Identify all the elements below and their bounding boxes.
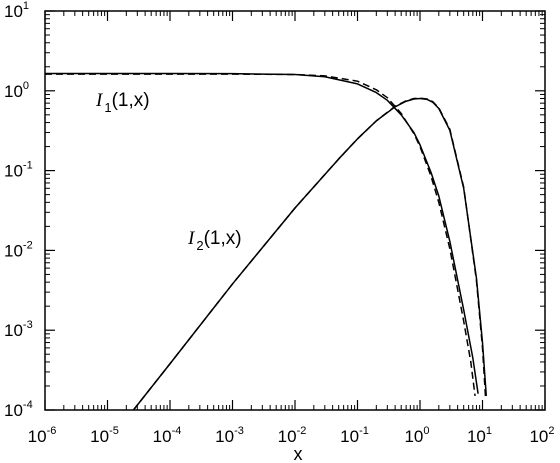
y-tick-label-exp: -1 [23, 160, 33, 172]
x-tick-label: 100 [404, 425, 429, 446]
curve-annotation-2: I 2(1,x) [187, 228, 242, 253]
x-tick-label: 10-4 [153, 425, 182, 446]
annotation-main: I [95, 90, 104, 111]
y-tick-label: 10-1 [4, 160, 33, 181]
curve-annotation-1: I 1(1,x) [95, 90, 150, 115]
y-tick-label-base: 10 [4, 162, 23, 181]
labels-group: 10-6 10-5 10-4 10-3 10-2 10-1 100 101 10210-410-… [4, 0, 555, 446]
y-tick-label-base: 10 [4, 401, 23, 420]
y-tick-label-base: 10 [4, 82, 23, 101]
y-tick-label-exp: 1 [23, 0, 29, 12]
series-line-4-dashed [132, 97, 487, 411]
x-tick-label-exp: 1 [486, 425, 492, 437]
series-line-2-dashed [45, 73, 476, 397]
annotation-main: I [187, 228, 196, 249]
y-tick-label-exp: -4 [23, 399, 33, 411]
x-tick-label: 10-2 [278, 425, 307, 446]
curves-group [45, 72, 488, 411]
annotations-group: I 1(1,x)I 2(1,x) [95, 90, 242, 253]
y-tick-label-exp: -2 [23, 239, 33, 251]
x-tick-label-exp: 0 [423, 425, 429, 437]
x-tick-label-base: 10 [467, 427, 486, 446]
y-tick-label: 100 [4, 80, 29, 101]
x-tick-label-exp: -4 [172, 425, 182, 437]
y-tick-label: 10-4 [4, 399, 33, 420]
y-tick-label-base: 10 [4, 2, 23, 21]
x-tick-label-base: 10 [28, 427, 47, 446]
annotation-args: (1,x) [204, 228, 242, 249]
plot-frame [44, 10, 546, 411]
x-tick-label-exp: 2 [548, 425, 554, 437]
x-tick-label: 102 [529, 425, 554, 446]
x-tick-label-base: 10 [340, 427, 359, 446]
x-tick-label-base: 10 [90, 427, 109, 446]
x-tick-label-exp: -3 [234, 425, 244, 437]
series-line-3-solid [132, 97, 488, 411]
series-line-1-solid [45, 72, 479, 394]
x-tick-label-base: 10 [215, 427, 234, 446]
x-tick-label-base: 10 [153, 427, 172, 446]
y-tick-label: 101 [4, 0, 29, 21]
x-tick-label-exp: -5 [109, 425, 119, 437]
x-tick-label: 10-6 [28, 425, 57, 446]
x-tick-label-base: 10 [529, 427, 548, 446]
x-tick-label-exp: -2 [297, 425, 307, 437]
annotation-args: (1,x) [112, 90, 150, 111]
x-tick-label-base: 10 [278, 427, 297, 446]
y-tick-label-base: 10 [4, 241, 23, 260]
ticks-group [44, 10, 546, 411]
x-tick-label: 101 [467, 425, 492, 446]
annotation-sub: 1 [104, 100, 111, 115]
y-tick-label: 10-3 [4, 319, 33, 340]
y-tick-label-exp: 0 [23, 80, 29, 92]
x-tick-label: 10-3 [215, 425, 244, 446]
x-tick-label-base: 10 [404, 427, 423, 446]
x-tick-label: 10-1 [340, 425, 369, 446]
x-tick-label: 10-5 [90, 425, 119, 446]
x-axis-label: x [294, 444, 303, 463]
x-tick-label-exp: -6 [47, 425, 57, 437]
annotation-sub: 2 [196, 238, 203, 253]
y-tick-label-base: 10 [4, 321, 23, 340]
y-tick-label: 10-2 [4, 239, 33, 260]
y-tick-label-exp: -3 [23, 319, 33, 331]
x-tick-label-exp: -1 [359, 425, 369, 437]
